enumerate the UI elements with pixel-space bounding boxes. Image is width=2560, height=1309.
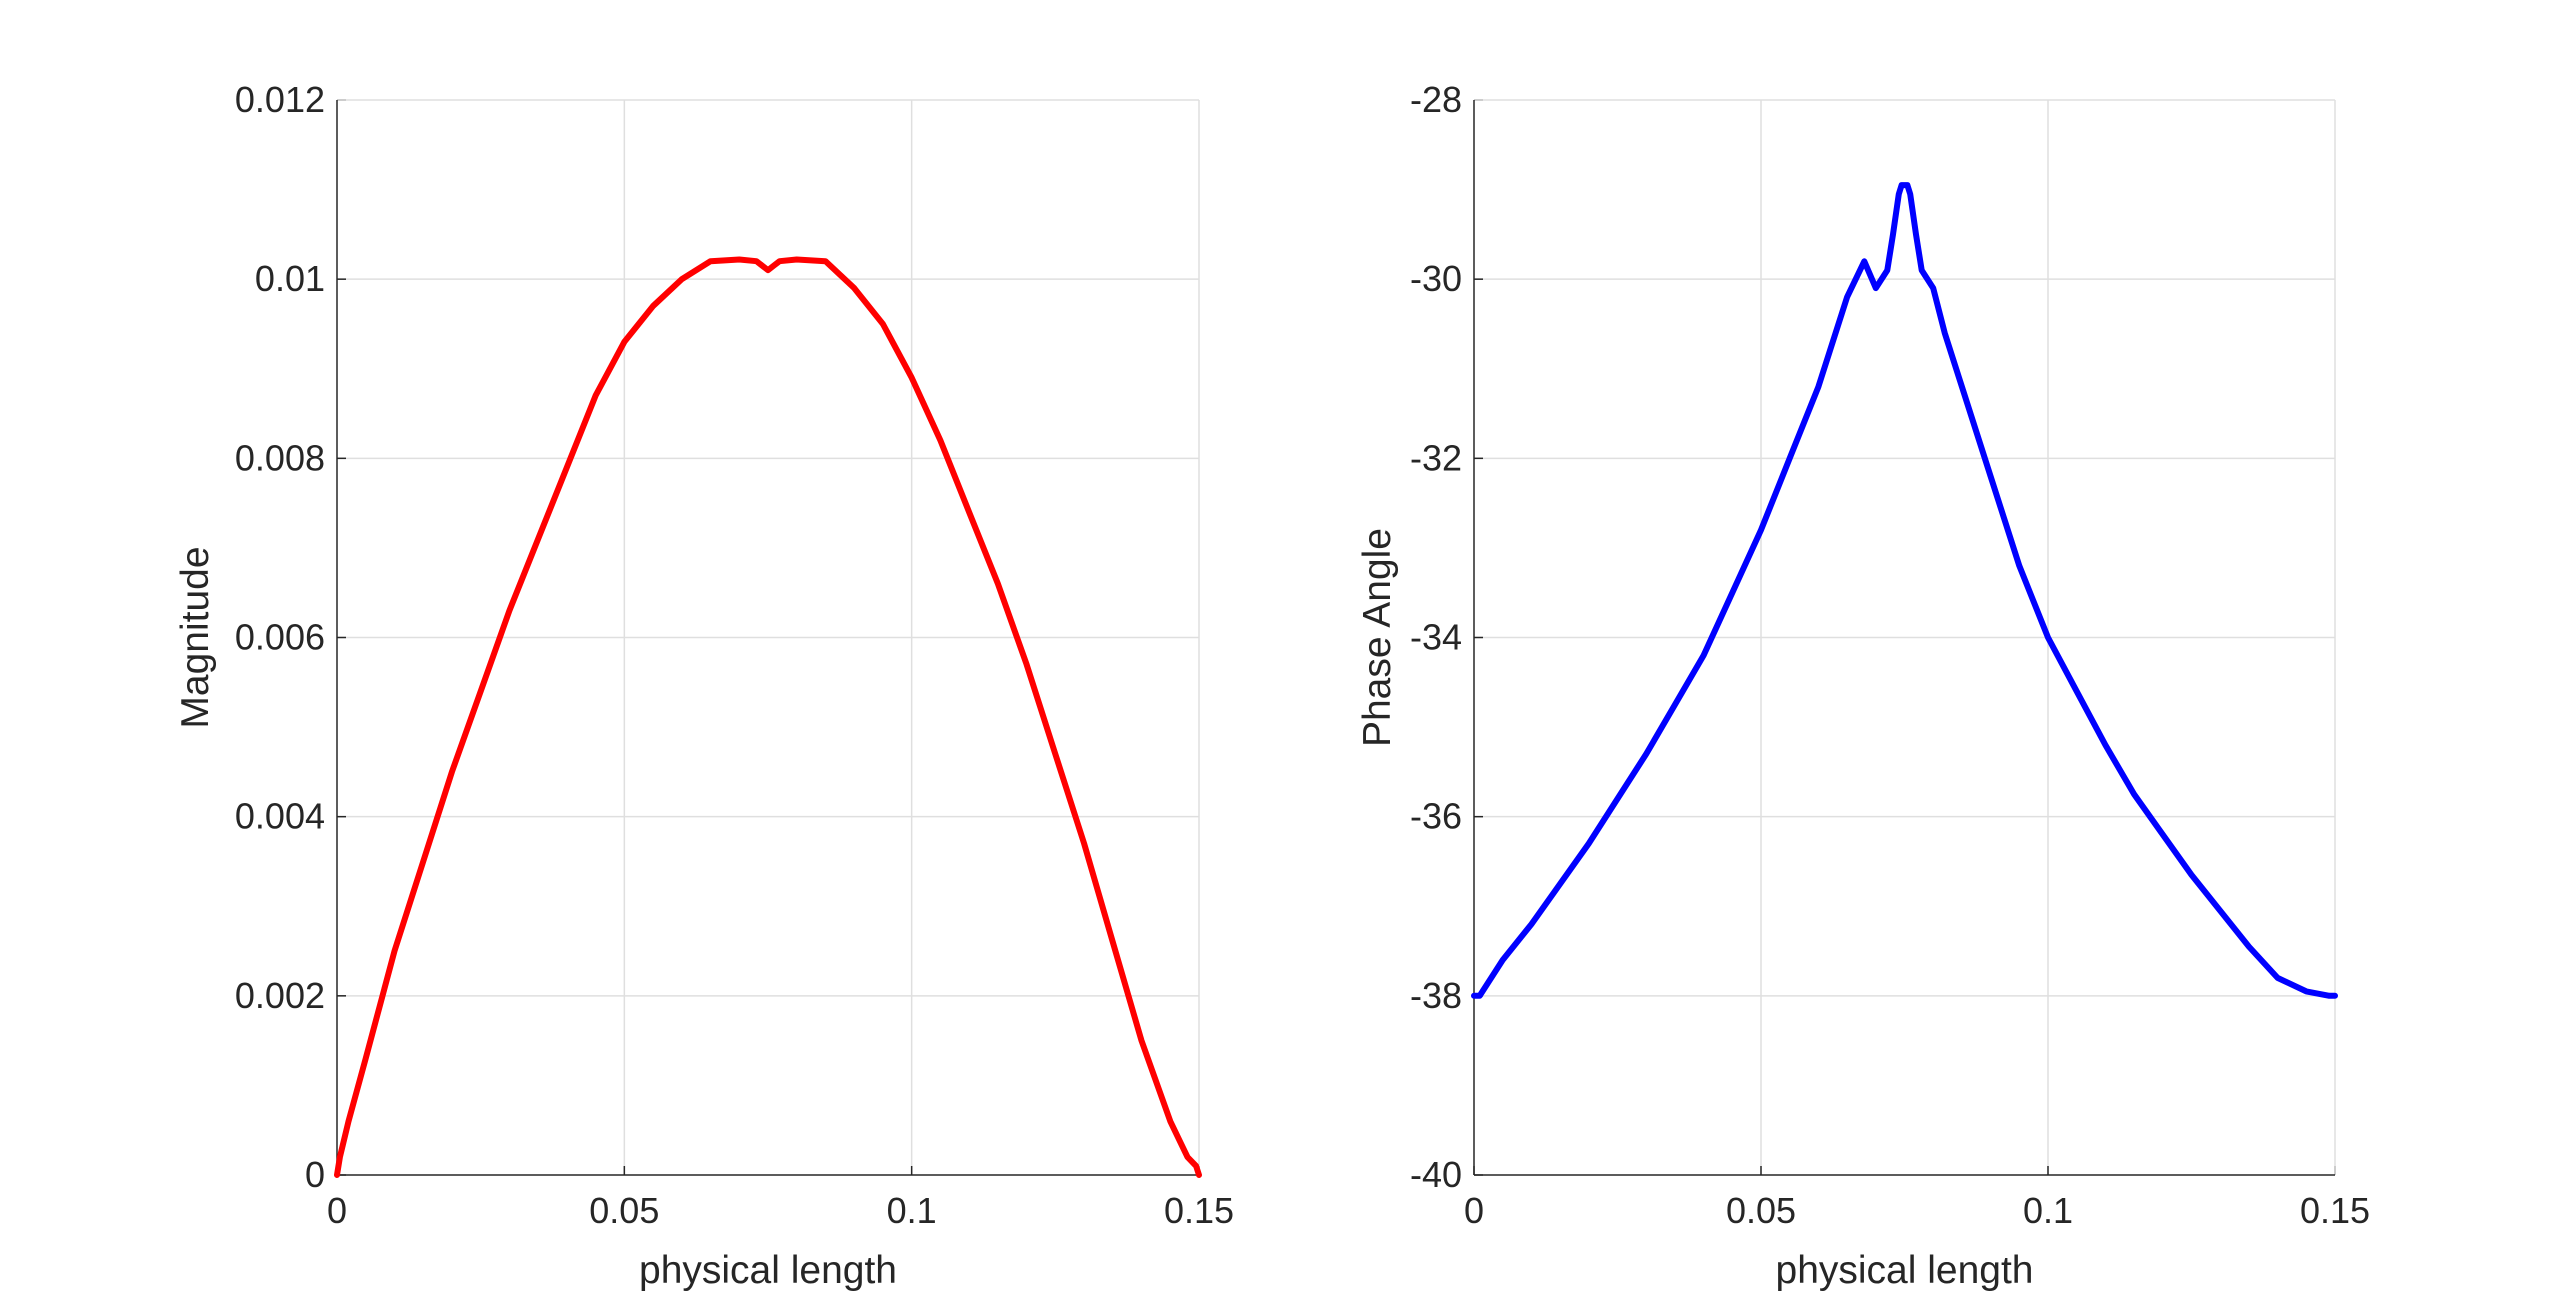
series-line-2 <box>1471 182 2338 999</box>
y-tick-label: 0.006 <box>235 617 325 658</box>
y-tick-label: 0.002 <box>235 975 325 1016</box>
y-tick-label: -28 <box>1410 79 1462 120</box>
x-tick-label: 0 <box>1464 1190 1484 1231</box>
y-tick-label: 0.004 <box>235 796 325 837</box>
x-tick-label: 0.1 <box>2023 1190 2073 1231</box>
y-axis-label: Magnitude <box>174 546 217 728</box>
x-tick-label: 0 <box>327 1190 347 1231</box>
y-tick-label: -34 <box>1410 617 1462 658</box>
y-tick-label: -30 <box>1410 258 1462 299</box>
y-tick-label: 0 <box>305 1154 325 1195</box>
x-tick-label: 0.05 <box>589 1190 659 1231</box>
y-tick-label: 0.008 <box>235 437 325 478</box>
y-tick-label: -38 <box>1410 975 1462 1016</box>
series-line-1 <box>334 256 1202 1178</box>
x-tick-label: 0.05 <box>1726 1190 1796 1231</box>
x-axis-label: physical length <box>639 1249 897 1292</box>
y-tick-label: 0.012 <box>235 79 325 120</box>
y-tick-label: 0.01 <box>255 258 325 299</box>
y-tick-label: -36 <box>1410 796 1462 837</box>
x-tick-label: 0.1 <box>887 1190 937 1231</box>
chart-2: 0 0.05 0.1 0.15 -40 -38 -36 -34 -32 -30 -28 physica… <box>1356 79 2370 1292</box>
x-axis-label: physical length <box>1776 1249 2034 1292</box>
x-tick-label: 0.15 <box>2300 1190 2370 1231</box>
x-tick-label: 0.15 <box>1164 1190 1234 1231</box>
y-axis-label: Phase Angle <box>1356 528 1399 747</box>
y-tick-label: -40 <box>1410 1154 1462 1195</box>
y-tick-label: -32 <box>1410 437 1462 478</box>
chart-1: 0 0.05 0.1 0.15 0 0.002 0.004 0.006 0.008 0.01 0.0… <box>174 79 1234 1292</box>
